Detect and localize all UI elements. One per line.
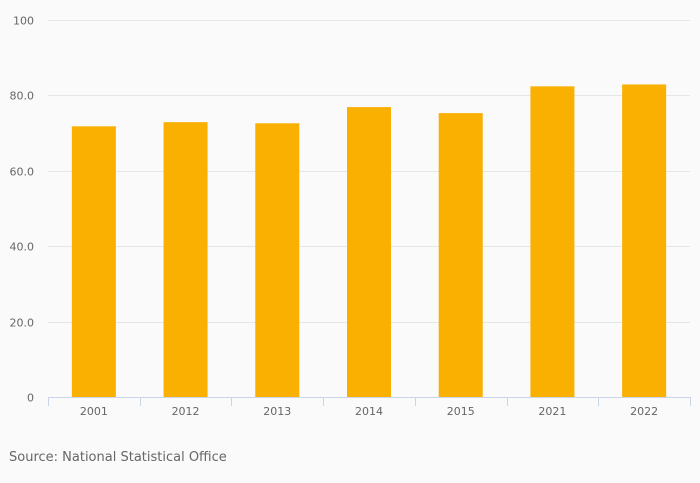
x-tick-label: 2012 — [172, 405, 200, 418]
bar-2021[interactable] — [530, 86, 575, 398]
x-tick-label: 2021 — [538, 405, 566, 418]
x-axis: 2001 2012 2013 2014 2015 2021 2022 — [48, 397, 691, 418]
x-tick-label: 2015 — [447, 405, 475, 418]
source-note: Source: National Statistical Office — [9, 450, 227, 465]
bar-chart: 0 20.0 40.0 60.0 80.0 100 2001 2012 2013 2014 201… — [10, 15, 691, 418]
y-tick-label: 60.0 — [10, 166, 35, 179]
bars — [71, 84, 667, 398]
bar-2014[interactable] — [347, 107, 391, 397]
bar-2012[interactable] — [163, 122, 208, 398]
y-axis: 0 20.0 40.0 60.0 80.0 100 — [10, 15, 35, 405]
y-tick-label: 0 — [27, 392, 34, 405]
y-tick-label: 80.0 — [10, 90, 35, 103]
x-tick-label: 2022 — [630, 405, 658, 418]
x-tick-label: 2014 — [355, 405, 383, 418]
x-tick-label: 2013 — [263, 405, 291, 418]
y-tick-label: 20.0 — [10, 317, 35, 330]
bar-2013[interactable] — [255, 123, 300, 397]
x-tick-label: 2001 — [80, 405, 108, 418]
bar-2001[interactable] — [71, 126, 116, 398]
y-tick-label: 100 — [13, 15, 34, 28]
bar-2015[interactable] — [438, 113, 483, 397]
bar-2022[interactable] — [622, 84, 667, 397]
y-tick-label: 40.0 — [10, 241, 35, 254]
